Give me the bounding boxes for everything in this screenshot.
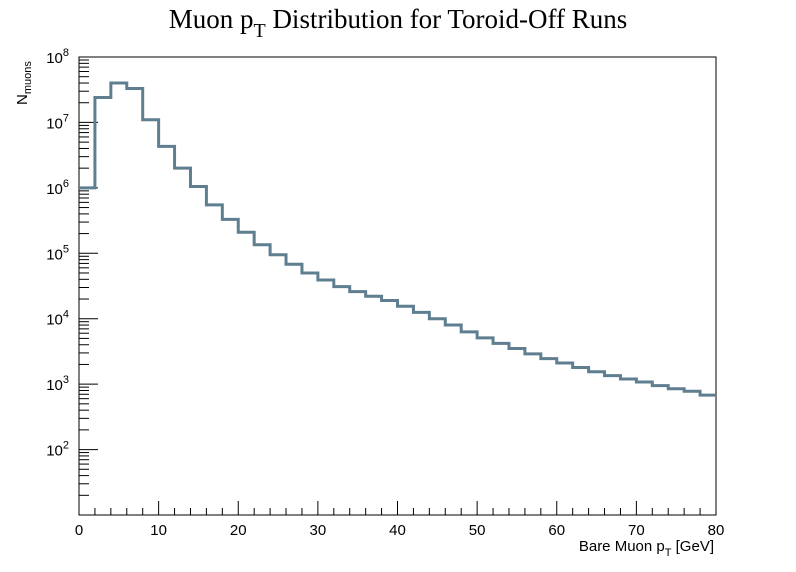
- histogram-bin: [222, 219, 238, 515]
- histogram-bin: [493, 343, 509, 515]
- histogram-bin: [477, 338, 493, 515]
- x-tick-label: 60: [548, 522, 565, 539]
- y-axis: 102 103 104 105 106 107 108: [46, 47, 98, 516]
- histogram-bin: [525, 354, 541, 515]
- histogram-bin: [509, 349, 525, 515]
- histogram-bin: [334, 287, 350, 515]
- histogram-bin: [636, 382, 652, 515]
- histogram-bin: [79, 188, 95, 515]
- x-tick-label: 10: [150, 522, 167, 539]
- histogram-bin: [127, 89, 143, 515]
- histogram-bin: [668, 389, 684, 515]
- y-tick-label: 106: [46, 178, 69, 198]
- histogram-bin: [95, 98, 111, 515]
- histogram-bin: [413, 312, 429, 515]
- histogram-outline: [79, 81, 716, 397]
- histogram-bin: [398, 306, 414, 515]
- histogram-bin: [254, 245, 270, 515]
- histogram-bin: [238, 232, 254, 515]
- histogram-bin: [382, 300, 398, 515]
- histogram-bin: [652, 386, 668, 515]
- histogram-bin: [175, 168, 191, 515]
- histogram-bin: [589, 372, 605, 515]
- x-tick-label: 80: [708, 522, 725, 539]
- y-tick-label: 107: [46, 112, 69, 132]
- histogram-bin: [143, 120, 159, 515]
- x-tick-label: 70: [628, 522, 645, 539]
- histogram-bin: [541, 359, 557, 515]
- histogram-bin: [700, 395, 716, 515]
- x-tick-label: 40: [389, 522, 406, 539]
- histogram-bin: [318, 280, 334, 515]
- chart-title: Muon pT Distribution for Toroid-Off Runs: [169, 4, 628, 42]
- histogram-bin: [684, 391, 700, 515]
- histogram-bin: [461, 332, 477, 515]
- histogram-bin: [366, 296, 382, 515]
- histogram-bin: [159, 146, 175, 515]
- y-tick-label: 102: [46, 440, 69, 460]
- x-tick-label: 50: [469, 522, 486, 539]
- histogram-bin: [302, 273, 318, 515]
- x-tick-label: 30: [310, 522, 327, 539]
- y-tick-label: 104: [46, 309, 69, 329]
- x-axis: 0 10 20 30 40 50 60 70 80: [75, 501, 725, 539]
- histogram-bin: [605, 376, 621, 515]
- histogram-bin: [190, 186, 206, 515]
- x-tick-label: 0: [75, 522, 83, 539]
- x-tick-label: 20: [230, 522, 247, 539]
- y-tick-label: 103: [46, 374, 69, 394]
- histogram-bin: [350, 292, 366, 515]
- histogram-bin: [206, 205, 222, 515]
- histogram-bin: [286, 264, 302, 515]
- y-tick-label: 105: [46, 243, 69, 263]
- histogram-bin: [557, 363, 573, 515]
- histogram-bin: [111, 83, 127, 515]
- histogram-bin: [270, 255, 286, 515]
- histogram-bin: [620, 379, 636, 515]
- histogram-bin: [573, 367, 589, 515]
- x-axis-label: Bare Muon pT [GeV]: [579, 538, 714, 559]
- svg-text:Nmuons: Nmuons: [14, 61, 34, 105]
- y-axis-label-main: N: [14, 94, 31, 105]
- y-axis-label: Nmuons: [14, 61, 34, 105]
- y-axis-label-sub: muons: [22, 61, 34, 95]
- histogram-bin: [445, 325, 461, 515]
- histogram-bin: [429, 319, 445, 515]
- y-tick-label: 108: [46, 47, 69, 67]
